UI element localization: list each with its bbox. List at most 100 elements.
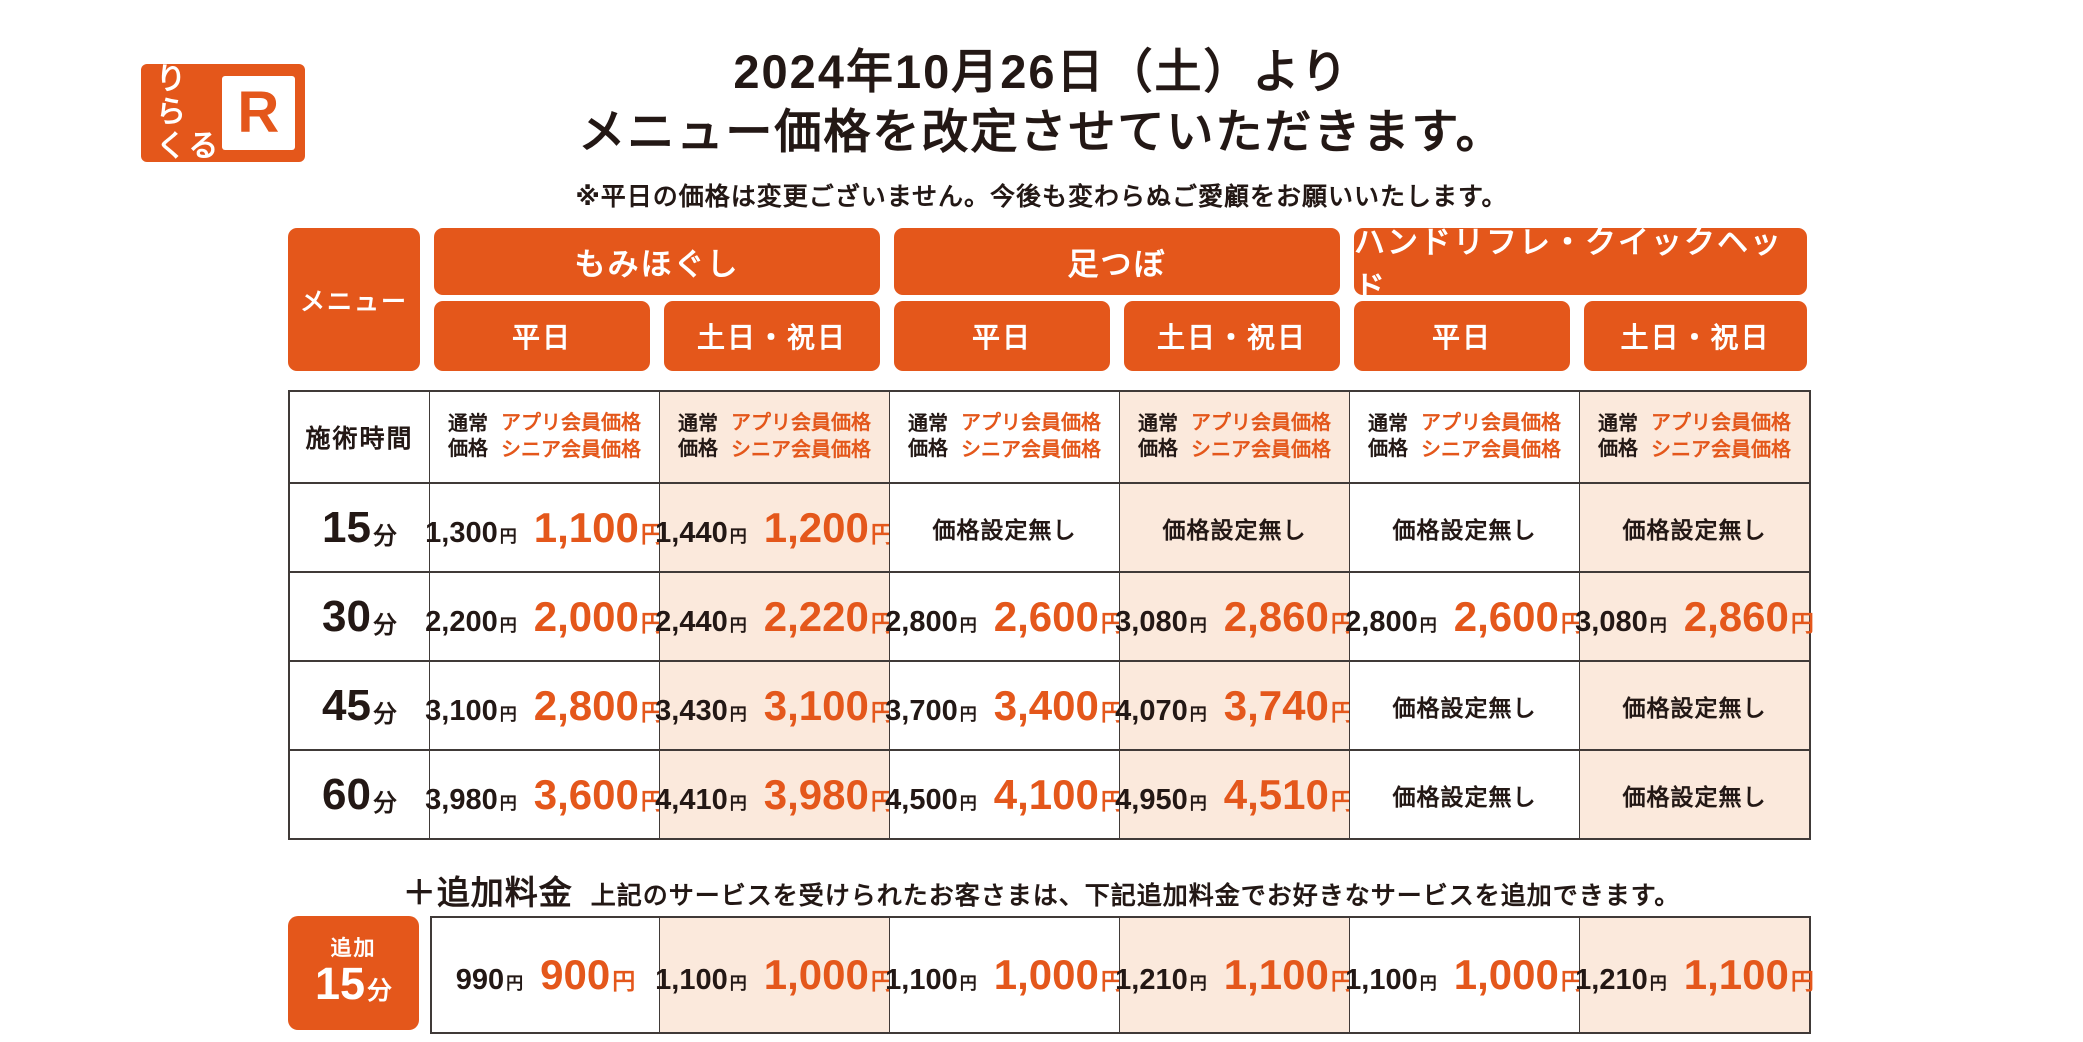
normal-price: 1,300 円 [425,517,517,550]
yen-suffix: 円 [499,526,517,546]
normal-price: 2,800 円 [1345,606,1437,639]
price-cell-15-4: 価格設定無し [1119,482,1349,571]
yen-suffix: 円 [1189,974,1207,993]
category-header-2: 足つぼ [894,228,1340,295]
normal-price-value: 4,950 [1115,783,1188,816]
price-cell-15-3: 価格設定無し [889,482,1119,571]
title-line-1: 2024年10月26日（土）より [733,45,1350,98]
normal-price-value: 3,700 [885,694,958,727]
addon-price-cell-5: 1,100 円 1,000 円 [1345,918,1584,1032]
normal-price: 1,100 円 [885,964,977,997]
logo-kana-line2: くる [156,129,222,163]
yen-suffix: 円 [870,609,894,636]
normal-price-label: 通常 価格 [1138,413,1178,460]
price-cell-45-6: 価格設定無し [1579,660,1809,749]
member-price-value: 2,600 [1453,592,1559,640]
price-label-cell: 通常 価格 アプリ会員価格 シニア会員価格 [659,392,889,482]
price-pair-addon-1: 990 円 900 円 [432,951,659,999]
member-price: 1,000 円 [764,951,894,999]
no-price-text: 価格設定無し [1622,783,1767,810]
price-cell-60-4: 4,950 円 4,510 円 [1115,749,1354,838]
member-price-label: アプリ会員価格 シニア会員価格 [1421,412,1561,461]
duration-unit: 分 [372,523,397,550]
addon-price-table: 990 円 900 円 1,100 円 1,000 円 1,100 円 1,000 円 1,210 円 1,… [430,916,1814,1034]
day-header-1: 平日 [434,301,650,371]
duration-value: 60 [322,769,371,819]
yen-suffix: 円 [1330,609,1354,636]
yen-suffix: 円 [1790,609,1814,636]
price-pair-15-2: 1,440 円 1,200 円 [655,504,894,552]
normal-price-label: 通常 価格 [678,413,718,460]
normal-price-value: 1,210 [1575,964,1648,996]
normal-price: 3,430 円 [655,695,747,728]
addon-time-value: 15 分 [315,960,392,1008]
price-pair-60-4: 4,950 円 4,510 円 [1115,771,1354,819]
price-cell-45-5: 価格設定無し [1349,660,1579,749]
no-price-text: 価格設定無し [1392,783,1537,810]
normal-price-value: 3,080 [1575,605,1648,638]
table-header: メニュー もみほぐし 足つぼ ハンドリフレ・クイックヘッド 平日 土日・祝日 平日 土日・祝… [288,225,1807,371]
price-pair-30-2: 2,440 円 2,220 円 [655,593,894,641]
normal-price: 2,800 円 [885,606,977,639]
price-cell-60-6: 価格設定無し [1579,749,1809,838]
member-price-value: 3,980 [763,770,869,818]
duration-value: 15 [322,502,371,552]
normal-price-value: 4,070 [1115,694,1188,727]
price-cell-15-2: 1,440 円 1,200 円 [655,482,894,571]
title-note: ※平日の価格は変更ございません。今後も変わらぬご愛顧をお願いいたします。 [575,183,1508,211]
yen-suffix: 円 [1419,974,1437,993]
member-price: 2,000 円 [534,593,664,641]
yen-suffix: 円 [640,787,664,814]
member-price: 3,740 円 [1224,682,1354,730]
duration-cell-30: 30 分 [290,571,429,660]
member-price: 2,860 円 [1224,593,1354,641]
normal-price: 1,210 円 [1115,964,1207,997]
normal-price-value: 3,080 [1115,605,1188,638]
duration-unit: 分 [372,790,397,817]
member-price: 1,100 円 [1684,951,1814,999]
price-cell-60-2: 4,410 円 3,980 円 [655,749,894,838]
addon-price-cell-1: 990 円 900 円 [432,918,659,1032]
price-cell-60-1: 3,980 円 3,600 円 [425,749,664,838]
member-price-value: 2,860 [1223,592,1329,640]
yen-suffix: 円 [499,615,517,635]
member-price: 1,000 円 [994,951,1124,999]
price-pair-60-3: 4,500 円 4,100 円 [885,771,1124,819]
yen-suffix: 円 [1100,787,1124,814]
member-price-value: 3,740 [1223,681,1329,729]
normal-price: 2,200 円 [425,606,517,639]
yen-suffix: 円 [1100,698,1124,725]
yen-suffix: 円 [640,698,664,725]
normal-price-label: 通常 価格 [1368,413,1408,460]
price-label-cell: 通常 価格 アプリ会員価格 シニア会員価格 [1579,392,1809,482]
normal-price-value: 2,800 [885,605,958,638]
yen-suffix: 円 [959,974,977,993]
yen-suffix: 円 [1419,615,1437,635]
member-price-value: 1,100 [1223,951,1329,998]
member-price-value: 2,000 [533,592,639,640]
member-price: 1,100 円 [1224,951,1354,999]
price-cell-15-1: 1,300 円 1,100 円 [425,482,664,571]
addon-price-cell-2: 1,100 円 1,000 円 [655,918,894,1032]
yen-suffix: 円 [959,615,977,635]
category-header-1: もみほぐし [434,228,880,295]
yen-suffix: 円 [729,526,747,546]
member-price: 3,400 円 [994,682,1124,730]
yen-suffix: 円 [1189,615,1207,635]
member-price: 1,200 円 [764,504,894,552]
normal-price: 2,440 円 [655,606,747,639]
price-cell-30-4: 3,080 円 2,860 円 [1115,571,1354,660]
day-header-4: 土日・祝日 [1124,301,1340,371]
normal-price: 3,980 円 [425,784,517,817]
price-cell-15-6: 価格設定無し [1579,482,1809,571]
price-cell-60-5: 価格設定無し [1349,749,1579,838]
price-cell-30-5: 2,800 円 2,600 円 [1345,571,1584,660]
title-line-2: メニュー価格を改定させていただきます。 [578,105,1505,158]
normal-price-value: 1,100 [655,964,728,996]
price-cell-30-1: 2,200 円 2,000 円 [425,571,664,660]
price-pair-addon-5: 1,100 円 1,000 円 [1345,951,1584,999]
member-price-label: アプリ会員価格 シニア会員価格 [1191,412,1331,461]
day-header-5: 平日 [1354,301,1570,371]
duration-unit: 分 [372,701,397,728]
member-price-value: 3,600 [533,770,639,818]
